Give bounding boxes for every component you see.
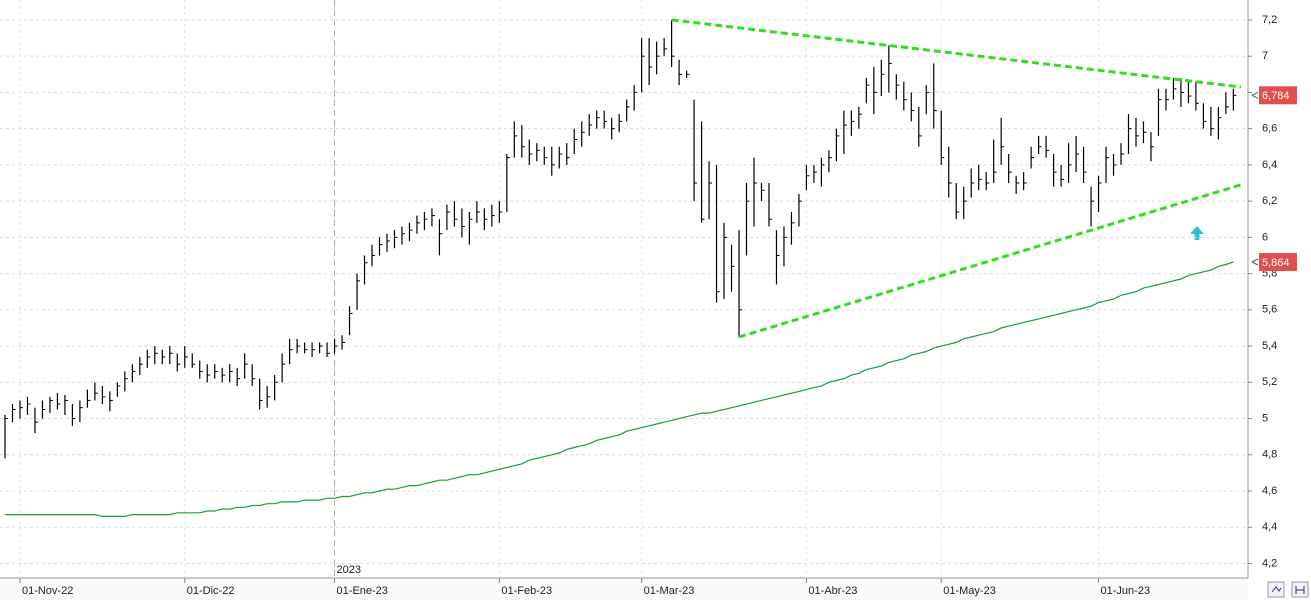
x-tick-label: 01-Feb-23 (501, 585, 552, 597)
y-tick-label: 5,6 (1262, 304, 1277, 316)
price-badge (1259, 86, 1297, 105)
y-tick-label: 7 (1262, 50, 1268, 62)
price-badge (1259, 253, 1297, 272)
y-tick-label: 6,2 (1262, 195, 1277, 207)
y-tick-label: 7,2 (1262, 14, 1277, 26)
price-pointer (1251, 91, 1259, 99)
x-tick-label: 01-Abr-23 (808, 585, 857, 597)
price-pointer (1251, 258, 1259, 266)
moving-average-line (5, 261, 1234, 517)
y-tick-label: 5,2 (1262, 376, 1277, 388)
y-tick-label: 6 (1262, 231, 1268, 243)
x-tick-label: 01-Dic-22 (187, 585, 235, 597)
zoom-button[interactable] (1267, 581, 1285, 598)
x-tick-label: 01-Mar-23 (644, 585, 695, 597)
price-badge-label: 5,864 (1262, 257, 1290, 269)
y-tick-label: 6,6 (1262, 123, 1277, 135)
up-arrow (1190, 226, 1204, 240)
y-tick-label: 4,4 (1262, 521, 1277, 533)
y-tick-label: 4,6 (1262, 485, 1277, 497)
y-tick-label: 4,8 (1262, 449, 1277, 461)
save-icon (1295, 586, 1305, 594)
x-tick-label: 01-Nov-22 (22, 585, 73, 597)
x-tick-label: 01-Ene-23 (337, 585, 388, 597)
zoom-icon (1271, 586, 1282, 593)
y-tick-label: 5,4 (1262, 340, 1277, 352)
year-label: 2023 (337, 564, 361, 576)
trendline (671, 18, 1242, 89)
y-tick-label: 6,4 (1262, 159, 1277, 171)
y-tick-label: 4,2 (1262, 557, 1277, 569)
x-tick-label: 01-May-23 (943, 585, 996, 597)
y-tick-label: 5 (1262, 412, 1268, 424)
price-badge-label: 6,784 (1262, 90, 1290, 102)
x-axis-band (0, 578, 1248, 600)
x-tick-label: 01-Jun-23 (1101, 585, 1151, 597)
